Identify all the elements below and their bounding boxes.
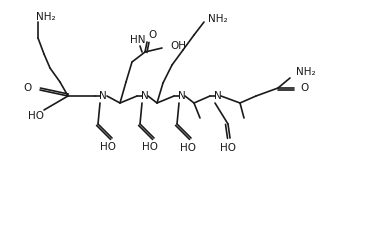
- Text: N: N: [99, 91, 107, 101]
- Text: HO: HO: [220, 143, 236, 153]
- Text: HO: HO: [100, 142, 116, 152]
- Text: NH₂: NH₂: [296, 67, 315, 77]
- Text: O: O: [24, 83, 32, 93]
- Text: O: O: [300, 83, 308, 93]
- Text: HN: HN: [130, 35, 146, 45]
- Text: O: O: [148, 30, 156, 40]
- Text: HO: HO: [28, 111, 44, 121]
- Text: HO: HO: [142, 142, 158, 152]
- Text: NH₂: NH₂: [208, 14, 227, 24]
- Text: N: N: [141, 91, 149, 101]
- Text: OH: OH: [170, 41, 186, 51]
- Text: NH₂: NH₂: [36, 12, 56, 22]
- Text: N: N: [214, 91, 222, 101]
- Text: HO: HO: [180, 143, 196, 153]
- Text: N: N: [178, 91, 186, 101]
